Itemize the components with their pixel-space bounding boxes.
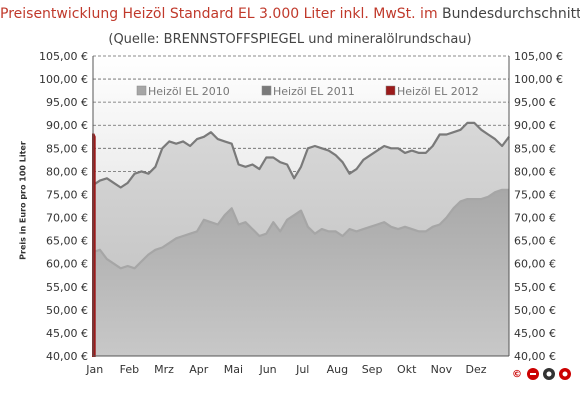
- y-tick-label-right: 45,00 €: [514, 327, 556, 340]
- logo-icon: [527, 368, 572, 380]
- y-axis-title: Preis in Euro pro 100 Liter: [18, 141, 28, 260]
- x-tick-label: Jul: [295, 363, 309, 376]
- x-tick-label: Feb: [120, 363, 139, 376]
- y-tick-label-left: 105,00 €: [39, 50, 88, 63]
- x-tick-label: Nov: [431, 363, 453, 376]
- chart-title: Preisentwicklung Heizöl Standard EL 3.00…: [0, 6, 580, 22]
- legend-swatch: [385, 85, 396, 96]
- y-tick-label-right: 105,00 €: [514, 50, 563, 63]
- x-tick-label: Aug: [327, 363, 348, 376]
- series-area-2010: [93, 189, 509, 356]
- y-tick-label-right: 55,00 €: [514, 281, 556, 294]
- legend-label: Heizöl EL 2012: [397, 85, 479, 98]
- x-tick-label: Dez: [466, 363, 487, 376]
- y-tick-label-left: 60,00 €: [46, 258, 88, 271]
- y-tick-label-left: 85,00 €: [46, 142, 88, 155]
- y-tick-label-right: 60,00 €: [514, 258, 556, 271]
- x-tick-label: Jun: [258, 363, 276, 376]
- y-tick-label-right: 75,00 €: [514, 188, 556, 201]
- x-tick-label: Mrz: [154, 363, 174, 376]
- y-tick-label-right: 65,00 €: [514, 235, 556, 248]
- x-tick-label: Sep: [362, 363, 383, 376]
- y-tick-label-right: 95,00 €: [514, 96, 556, 109]
- y-tick-label-left: 100,00 €: [39, 73, 88, 86]
- y-tick-label-left: 95,00 €: [46, 96, 88, 109]
- y-tick-label-left: 40,00 €: [46, 350, 88, 363]
- legend-swatch: [136, 85, 147, 96]
- y-tick-label-left: 55,00 €: [46, 281, 88, 294]
- y-tick-label-right: 40,00 €: [514, 350, 556, 363]
- y-tick-label-right: 90,00 €: [514, 119, 556, 132]
- series-line-2010: [92, 188, 509, 270]
- y-tick-label-right: 50,00 €: [514, 304, 556, 317]
- y-tick-label-right: 85,00 €: [514, 142, 556, 155]
- x-tick-label: Okt: [397, 363, 417, 376]
- x-tick-label: Mai: [224, 363, 243, 376]
- y-tick-label-right: 70,00 €: [514, 212, 556, 225]
- y-tick-label-left: 80,00 €: [46, 165, 88, 178]
- y-tick-label-left: 90,00 €: [46, 119, 88, 132]
- y-tick-label-right: 80,00 €: [514, 165, 556, 178]
- y-tick-label-left: 45,00 €: [46, 327, 88, 340]
- chart-subtitle: (Quelle: BRENNSTOFFSPIEGEL und mineralöl…: [108, 32, 472, 47]
- y-tick-label-left: 50,00 €: [46, 304, 88, 317]
- publisher-logo: ©: [512, 367, 573, 381]
- legend-label: Heizöl EL 2011: [273, 85, 355, 98]
- y-tick-label-left: 65,00 €: [46, 235, 88, 248]
- series-line-2011: [92, 121, 510, 189]
- x-tick-label: Apr: [189, 363, 209, 376]
- legend-label: Heizöl EL 2010: [148, 85, 230, 98]
- y-tick-label-left: 75,00 €: [46, 188, 88, 201]
- legend-swatch: [261, 85, 272, 96]
- x-tick-label: Jan: [85, 363, 103, 376]
- y-tick-label-left: 70,00 €: [46, 212, 88, 225]
- y-tick-label-right: 100,00 €: [514, 73, 563, 86]
